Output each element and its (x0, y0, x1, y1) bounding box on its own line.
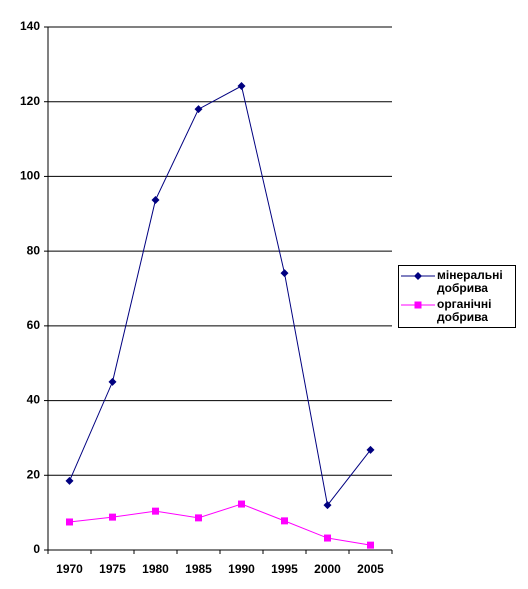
marker (66, 518, 73, 526)
marker (151, 195, 160, 204)
x-tick-label: 2000 (314, 562, 341, 576)
y-tick-label: 100 (20, 169, 40, 183)
marker (108, 377, 117, 386)
marker (366, 445, 375, 454)
legend-item: органічні добрива (399, 298, 495, 324)
marker (324, 534, 331, 542)
y-tick-label: 40 (27, 393, 41, 407)
marker (323, 501, 332, 510)
y-tick-label: 60 (27, 318, 41, 332)
legend-item: мінеральні добрива (399, 269, 503, 295)
marker (65, 476, 74, 485)
legend-icon (401, 301, 435, 309)
x-tick-label: 1995 (271, 562, 298, 576)
marker (280, 269, 289, 278)
line (69, 85, 371, 507)
legend-label: мінеральні добрива (437, 268, 503, 295)
x-tick-label: 2005 (357, 562, 384, 576)
marker (237, 82, 246, 91)
marker (414, 301, 422, 309)
marker (109, 513, 116, 521)
y-tick-label: 0 (33, 542, 40, 556)
marker (152, 507, 159, 515)
y-tick-label: 20 (27, 467, 41, 481)
x-tick-label: 1985 (185, 562, 212, 576)
marker (281, 517, 288, 525)
x-tick-label: 1975 (99, 562, 126, 576)
marker (238, 500, 245, 508)
y-tick-label: 140 (20, 19, 40, 33)
marker (414, 272, 422, 280)
x-tick-label: 1990 (228, 562, 255, 576)
line (69, 503, 371, 546)
x-tick-label: 1970 (56, 562, 83, 576)
marker (195, 514, 202, 522)
marker (194, 105, 203, 114)
legend: мінеральні добрива органічні добрива (398, 265, 516, 328)
legend-label: органічні добрива (437, 297, 492, 324)
marker (367, 541, 374, 549)
y-tick-label: 80 (27, 243, 41, 257)
legend-icon (401, 272, 435, 280)
y-tick-label: 120 (20, 94, 40, 108)
x-tick-label: 1980 (142, 562, 169, 576)
